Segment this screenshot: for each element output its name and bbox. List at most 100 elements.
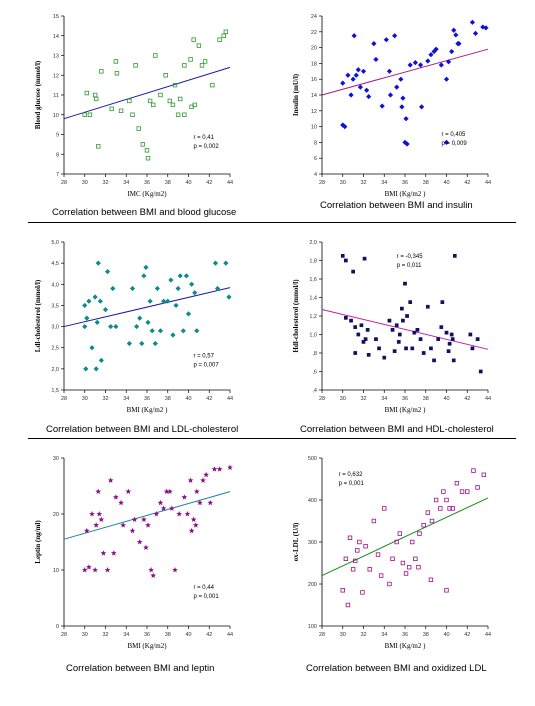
data-point bbox=[410, 539, 415, 545]
y-tick-label: 5,0 bbox=[51, 240, 59, 246]
data-point bbox=[367, 567, 372, 572]
data-point bbox=[192, 522, 199, 528]
data-point bbox=[192, 102, 197, 108]
data-point bbox=[350, 567, 356, 572]
x-tick-label: 28 bbox=[61, 632, 67, 638]
data-point bbox=[446, 349, 451, 354]
x-tick-label: 30 bbox=[82, 632, 88, 638]
data-point bbox=[167, 98, 173, 104]
y-tick-label: 14 bbox=[311, 93, 317, 99]
x-tick-label: 32 bbox=[102, 180, 108, 186]
data-point bbox=[345, 72, 351, 78]
data-point bbox=[472, 30, 479, 36]
regression-line bbox=[321, 309, 489, 350]
data-point bbox=[373, 56, 379, 63]
data-point bbox=[340, 122, 346, 128]
data-point bbox=[136, 126, 141, 131]
data-point bbox=[344, 316, 348, 320]
data-point bbox=[153, 53, 158, 58]
data-point bbox=[383, 37, 389, 43]
data-point bbox=[149, 328, 155, 334]
data-point bbox=[102, 307, 109, 313]
data-point bbox=[425, 58, 431, 64]
data-point bbox=[362, 256, 367, 261]
y-tick-label: 1,0 bbox=[309, 333, 317, 339]
y-tick-label: 8 bbox=[56, 152, 59, 158]
data-point bbox=[82, 112, 87, 117]
caption-bmi-insulin: Correlation between BMI and insulin bbox=[320, 200, 473, 211]
data-point bbox=[157, 499, 164, 506]
data-point bbox=[191, 37, 196, 42]
data-point bbox=[403, 281, 407, 286]
data-point bbox=[440, 300, 445, 304]
data-point bbox=[188, 57, 193, 62]
data-point bbox=[433, 46, 439, 52]
data-point bbox=[344, 258, 348, 263]
data-point bbox=[223, 260, 229, 266]
x-tick-label: 38 bbox=[165, 632, 171, 638]
data-point bbox=[483, 25, 489, 31]
data-point bbox=[95, 488, 102, 495]
y-tick-label: 11 bbox=[53, 93, 59, 99]
x-axis-label: BMI (Kg/m2 ) bbox=[385, 642, 427, 650]
data-point bbox=[93, 522, 100, 528]
data-point bbox=[400, 560, 406, 566]
data-point bbox=[144, 148, 150, 153]
y-tick-label: 1,6 bbox=[309, 277, 317, 283]
x-tick-label: 40 bbox=[443, 180, 449, 186]
stat-annotation: r = 0,41 bbox=[193, 135, 214, 141]
data-point bbox=[340, 254, 345, 258]
data-point bbox=[387, 581, 392, 587]
data-point bbox=[181, 494, 188, 500]
x-tick-label: 34 bbox=[381, 396, 387, 402]
x-tick-label: 32 bbox=[102, 396, 108, 402]
data-point bbox=[425, 304, 430, 309]
y-tick-label: 16 bbox=[311, 77, 317, 83]
data-point bbox=[394, 323, 399, 328]
y-tick-label: 1,4 bbox=[309, 296, 317, 302]
data-point bbox=[98, 516, 105, 523]
data-point bbox=[193, 488, 200, 495]
data-point bbox=[403, 571, 409, 576]
data-point bbox=[417, 62, 424, 68]
x-tick-label: 34 bbox=[381, 180, 387, 186]
data-point bbox=[92, 92, 98, 98]
data-point bbox=[353, 351, 358, 355]
data-point bbox=[177, 273, 183, 279]
data-point bbox=[183, 273, 190, 279]
data-point bbox=[444, 497, 449, 503]
data-point bbox=[470, 346, 475, 351]
data-point bbox=[471, 468, 476, 473]
data-point bbox=[192, 290, 198, 296]
data-point bbox=[127, 98, 132, 104]
y-tick-label: 12 bbox=[311, 109, 317, 115]
x-tick-label: 32 bbox=[360, 396, 366, 402]
data-point bbox=[345, 602, 351, 608]
regression-line bbox=[63, 491, 231, 540]
data-point bbox=[418, 337, 423, 341]
data-point bbox=[449, 48, 455, 55]
data-point bbox=[145, 522, 151, 528]
y-tick-label: 3,5 bbox=[51, 303, 59, 309]
data-point bbox=[419, 104, 425, 110]
chart-bmi-blood-glucose: 28 30 32 34 36 38 40 42 44 7 8 9 10 11 12 13 14 15 IMC (Kg… bbox=[30, 10, 240, 200]
data-point bbox=[129, 285, 136, 292]
x-tick-label: 32 bbox=[102, 632, 108, 638]
data-point bbox=[433, 497, 439, 503]
y-tick-label: 2,0 bbox=[51, 367, 59, 373]
chart-bmi-ldl: 28 30 32 34 36 38 40 42 44 1,5 2,0 2,5 3,0 3,5 4,0 4,5 5… bbox=[30, 236, 240, 416]
data-point bbox=[82, 323, 88, 330]
data-point bbox=[153, 511, 160, 517]
data-point bbox=[475, 485, 480, 490]
data-point bbox=[445, 59, 452, 65]
y-tick-label: 6 bbox=[314, 156, 317, 162]
regression-line bbox=[63, 66, 231, 120]
data-point bbox=[84, 315, 90, 321]
data-point bbox=[151, 102, 156, 108]
data-point bbox=[378, 573, 384, 578]
data-point bbox=[120, 522, 126, 528]
stat-annotation: p = 0,011 bbox=[397, 263, 422, 269]
data-point bbox=[147, 98, 153, 104]
data-point bbox=[397, 332, 402, 337]
data-point bbox=[361, 340, 366, 344]
